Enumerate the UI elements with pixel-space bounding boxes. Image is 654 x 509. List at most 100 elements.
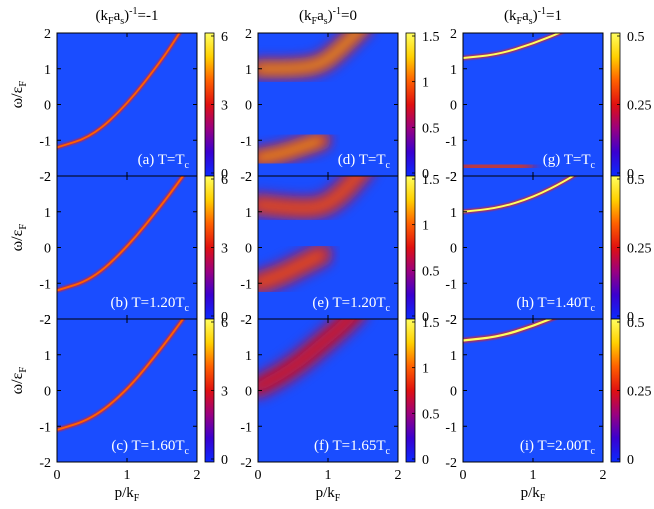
colorbar-tick-label: 0.25 <box>627 385 652 400</box>
colorbar-tick-label: 0 <box>422 310 429 325</box>
y-tick-label: -2 <box>240 313 252 328</box>
panel-label: (i) T=2.00Tc <box>520 438 596 457</box>
x-tick-label: 1 <box>325 468 332 483</box>
x-tick-label: 0 <box>54 468 61 483</box>
panel-label: (b) T=1.20Tc <box>111 295 190 314</box>
y-tick-label: 1 <box>245 63 252 78</box>
colorbar-tick-label: 1.5 <box>422 30 440 45</box>
colorbar-tick-label: 0 <box>221 167 228 182</box>
y-tick-label: 0 <box>44 99 51 114</box>
y-tick-label: 2 <box>44 27 51 42</box>
y-tick-label: -1 <box>39 134 51 149</box>
y-tick-label: 1 <box>450 206 457 221</box>
colorbar-tick-label: 0 <box>422 167 429 182</box>
column-title: (kFas)-1=1 <box>504 6 562 27</box>
column-title: (kFas)-1=-1 <box>96 6 159 27</box>
colorbar-tick-label: 0 <box>627 453 634 468</box>
y-tick-label: -2 <box>445 313 457 328</box>
y-tick-label: 1 <box>44 206 51 221</box>
colorbar-tick-label: 0.25 <box>627 99 652 114</box>
colorbar-tick-label: 0 <box>221 453 228 468</box>
y-tick-label: -1 <box>240 277 252 292</box>
y-tick-label: 0 <box>245 242 252 257</box>
colorbar-tick-label: 0.5 <box>422 121 440 136</box>
y-tick-label: 1 <box>450 349 457 364</box>
spectral-ridge <box>57 319 184 431</box>
y-tick-label: 0 <box>450 242 457 257</box>
x-tick-label: 2 <box>600 468 607 483</box>
y-tick-label: 0 <box>450 99 457 114</box>
y-tick-label: 2 <box>450 27 457 42</box>
y-axis-label: ω/εF <box>9 81 29 109</box>
colorbar <box>405 32 416 177</box>
y-tick-label: -2 <box>445 170 457 185</box>
y-tick-label: 2 <box>450 170 457 185</box>
x-tick-label: 1 <box>124 468 131 483</box>
heatmap-background <box>463 176 603 319</box>
panel-h: -2 -1 0 1 2 (h) T=1.40Tc 0.5 0.25 0 <box>445 170 652 328</box>
y-tick-label: 2 <box>450 313 457 328</box>
y-axis-label: ω/εF <box>9 224 29 252</box>
y-tick-label: -2 <box>240 170 252 185</box>
y-tick-label: -2 <box>240 456 252 471</box>
y-tick-label: -2 <box>39 456 51 471</box>
y-tick-label: 2 <box>245 27 252 42</box>
y-tick-label: 2 <box>245 170 252 185</box>
colorbar-tick-label: 3 <box>221 242 228 257</box>
y-tick-label: 1 <box>44 349 51 364</box>
spectral-ridge <box>258 176 364 214</box>
panel-label: (a) T=Tc <box>138 152 190 171</box>
panel-b: -2 -1 0 1 2 (b) T=1.20Tc 6 3 0 <box>39 170 228 328</box>
colorbar-tick-label: 0.5 <box>627 173 645 188</box>
colorbar-tick-label: 0 <box>627 310 634 325</box>
column-titles: (kFas)-1=-1 (kFas)-1=0 (kFas)-1=1 <box>96 6 562 27</box>
colorbar-tick-label: 1.5 <box>422 173 440 188</box>
spectral-ridge <box>258 249 326 289</box>
panel-i: -2 -1 0 1 2 0 1 2 (i) T=2.00Tc 0.5 0.25 0 <box>445 313 652 483</box>
y-tick-label: 0 <box>44 385 51 400</box>
x-axis-label: p/kF <box>521 485 546 504</box>
y-tick-label: 1 <box>245 206 252 221</box>
panel-f: -2 -1 0 1 2 0 1 2 (f) T=1.65Tc 1.5 1 0.5 0 <box>240 313 440 483</box>
spectral-ridge <box>463 33 562 59</box>
colorbar-tick-label: 6 <box>221 173 228 188</box>
colorbar-tick-label: 1 <box>422 76 429 91</box>
y-tick-label: -1 <box>445 420 457 435</box>
y-tick-label: 2 <box>44 313 51 328</box>
y-tick-label: -2 <box>39 170 51 185</box>
spectral-ridge <box>463 162 530 171</box>
colorbar-tick-label: 0.5 <box>422 264 440 279</box>
colorbar-tick-label: 6 <box>221 30 228 45</box>
panel-label: (e) T=1.20Tc <box>312 295 390 314</box>
y-tick-label: 1 <box>245 349 252 364</box>
colorbar-tick-label: 0.25 <box>627 242 652 257</box>
y-tick-label: -2 <box>445 456 457 471</box>
colorbar-tick-label: 3 <box>221 99 228 114</box>
colorbar-tick-label: 0 <box>221 310 228 325</box>
spectral-ridge <box>258 33 362 73</box>
y-tick-label: -1 <box>445 134 457 149</box>
panel-label: (h) T=1.40Tc <box>517 295 596 314</box>
colorbar-tick-label: 0.5 <box>422 407 440 422</box>
colorbar-tick-label: 0.5 <box>627 316 645 331</box>
y-tick-label: -1 <box>240 420 252 435</box>
colorbar <box>405 175 416 320</box>
y-tick-label: -2 <box>39 313 51 328</box>
spectral-ridge <box>463 319 554 342</box>
colorbar-tick-label: 0.5 <box>627 30 645 45</box>
x-tick-label: 0 <box>460 468 467 483</box>
colorbar-tick-label: 1.5 <box>422 316 440 331</box>
column-title: (kFas)-1=0 <box>299 6 357 27</box>
y-tick-label: 0 <box>245 99 252 114</box>
x-tick-label: 2 <box>194 468 201 483</box>
y-tick-label: 1 <box>450 63 457 78</box>
y-tick-label: 0 <box>44 242 51 257</box>
x-tick-label: 1 <box>530 468 537 483</box>
y-tick-label: -1 <box>240 134 252 149</box>
spectral-ridge <box>258 319 356 392</box>
panel-label: (f) T=1.65Tc <box>314 438 391 457</box>
spectral-ridge <box>57 33 181 149</box>
spectral-ridge <box>463 176 575 213</box>
